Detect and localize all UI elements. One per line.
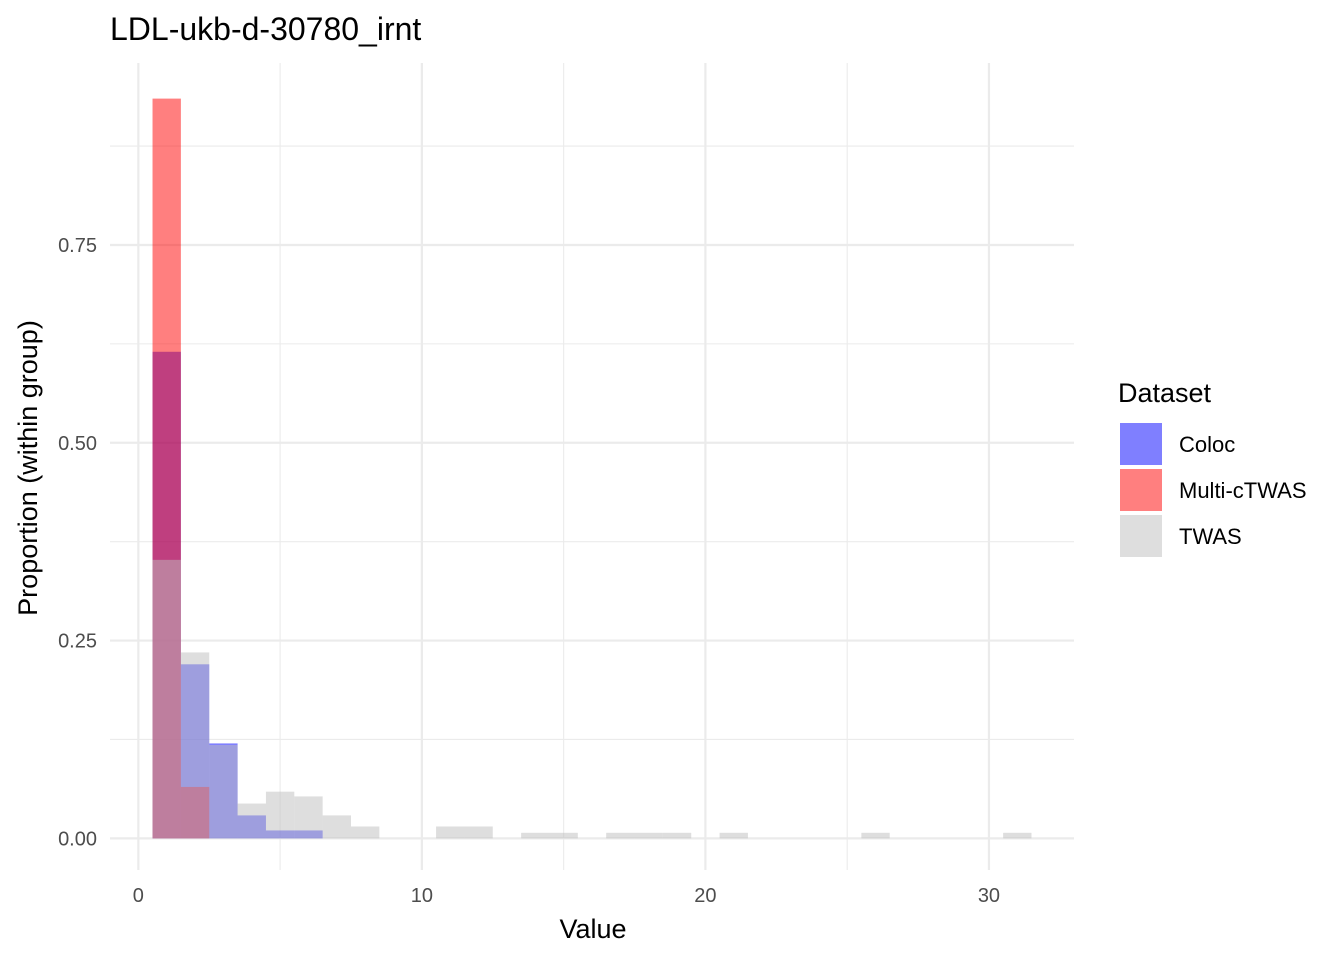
legend-key-swatch	[1120, 515, 1162, 557]
legend-title: Dataset	[1118, 378, 1212, 408]
histogram-bar	[265, 791, 295, 839]
legend-item: TWAS	[1119, 514, 1242, 558]
legend-label: Multi-cTWAS	[1179, 478, 1307, 503]
histogram-bar	[662, 832, 692, 839]
histogram-bar	[351, 826, 380, 839]
x-axis-title: Value	[559, 914, 626, 944]
y-axis-ticks: 0.00 0.25 0.50 0.75	[58, 235, 97, 850]
legend-key-swatch	[1120, 469, 1162, 511]
y-axis-title: Proportion (within group)	[13, 320, 43, 616]
y-tick-label: 0.00	[58, 828, 97, 850]
grid-lines	[110, 63, 1074, 870]
histogram-bar	[237, 803, 266, 839]
x-tick-label: 10	[411, 885, 433, 907]
x-axis-ticks: 0 10 20 30	[133, 885, 1000, 907]
histogram-bar	[209, 744, 238, 839]
x-tick-label: 20	[694, 885, 716, 907]
histogram-bar	[549, 832, 578, 839]
legend-label: TWAS	[1179, 524, 1242, 549]
y-tick-label: 0.50	[58, 433, 97, 455]
legend: Dataset Coloc Multi-cTWAS TWAS	[1118, 378, 1307, 558]
legend-item: Coloc	[1119, 422, 1235, 466]
y-tick-label: 0.25	[58, 631, 97, 653]
legend-label: Coloc	[1179, 432, 1235, 457]
histogram-bar	[861, 832, 890, 839]
histogram-bar	[294, 796, 323, 839]
bars-layer	[152, 98, 1032, 839]
y-tick-label: 0.75	[58, 235, 97, 257]
chart-title: LDL-ukb-d-30780_irnt	[110, 11, 421, 47]
histogram-bar	[719, 832, 748, 839]
legend-key-swatch	[1120, 423, 1162, 465]
histogram-bar	[436, 826, 465, 839]
x-tick-label: 30	[978, 885, 1000, 907]
histogram-bar	[606, 832, 635, 839]
histogram-bar	[521, 832, 550, 839]
legend-item: Multi-cTWAS	[1119, 468, 1307, 512]
histogram-bar	[152, 559, 181, 839]
histogram-bar	[634, 832, 663, 839]
histogram-bar	[1003, 832, 1032, 839]
histogram-bar	[464, 826, 493, 839]
histogram-bar	[322, 815, 351, 839]
series-2-bars	[152, 559, 1032, 839]
histogram-bar	[180, 652, 210, 839]
x-tick-label: 0	[133, 885, 144, 907]
